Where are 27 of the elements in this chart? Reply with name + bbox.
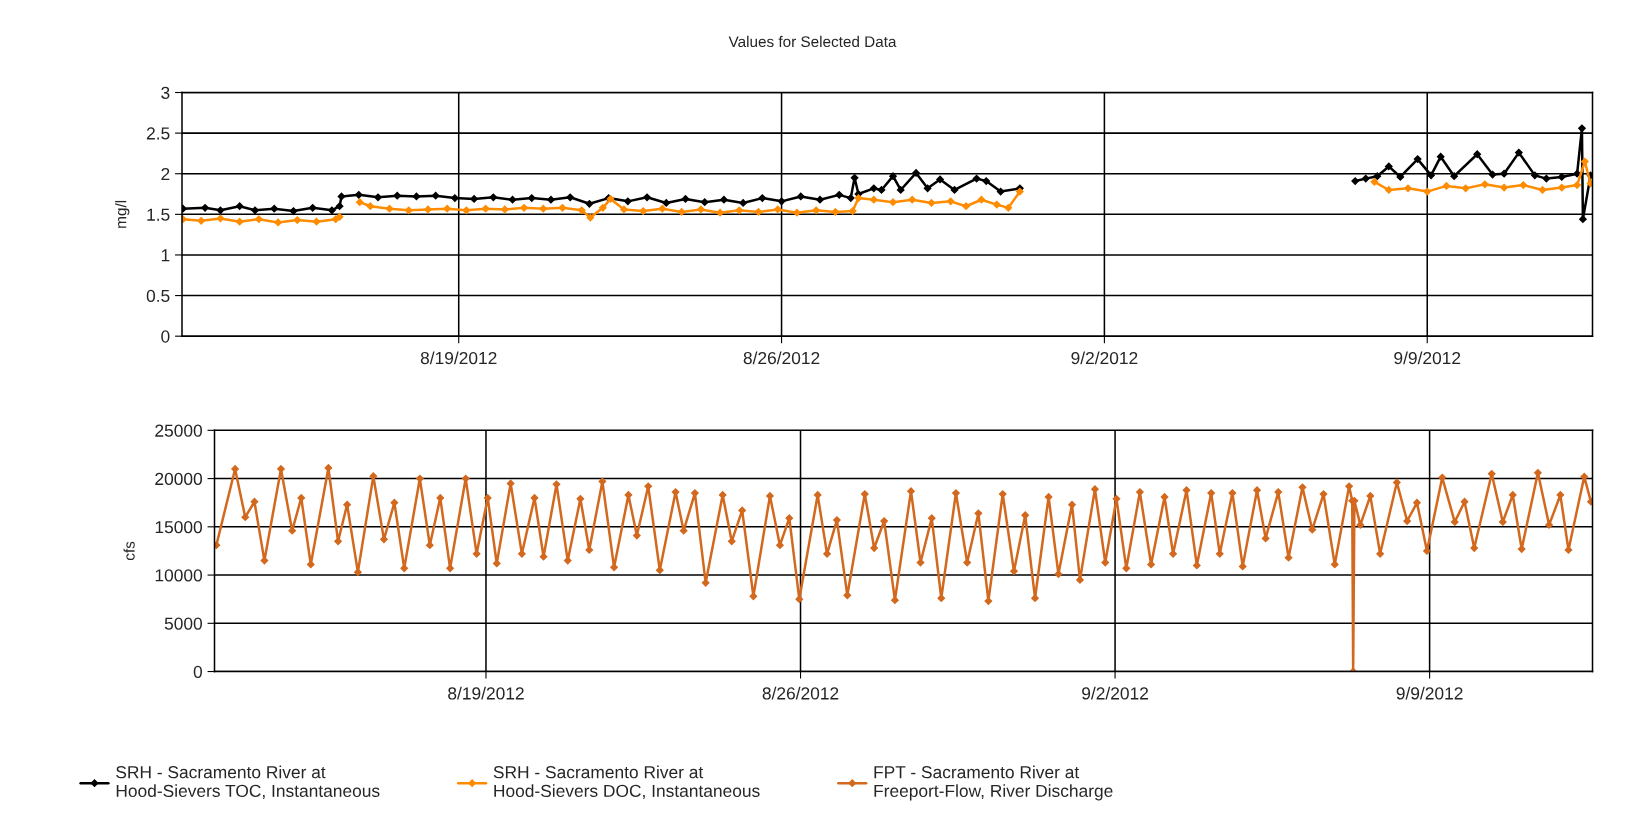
y-tick-label: 3 — [161, 86, 170, 99]
legend-label: SRH - Sacramento River at Hood-Sievers TOC, Instantaneous — [116, 765, 380, 800]
y-tick-label: 1 — [161, 249, 170, 262]
y-tick-label: 5000 — [164, 617, 203, 630]
y-axis-title: mg/l — [115, 200, 130, 228]
y-tick-label: 1.5 — [147, 208, 170, 221]
x-tick-label: 9/2/2012 — [1071, 351, 1138, 365]
legend-label: FPT - Sacramento River at Freeport-Flow, River Discharge — [874, 765, 1113, 801]
x-tick-label: 9/2/2012 — [1082, 686, 1148, 700]
y-tick-label: 2 — [161, 167, 170, 181]
chart-title: Values for Selected Data — [728, 35, 897, 48]
y-tick-label: 15000 — [155, 520, 203, 534]
y-tick-label: 20000 — [155, 472, 203, 486]
x-tick-label: 9/9/2012 — [1396, 686, 1463, 700]
legend-label: SRH - Sacramento River at Hood-Sievers DOC, Instantaneous — [493, 765, 760, 800]
y-axis-title: cfs — [123, 541, 135, 561]
x-tick-label: 9/9/2012 — [1394, 351, 1461, 365]
x-tick-label: 8/19/2012 — [420, 351, 497, 365]
y-tick-label: 0 — [193, 665, 203, 678]
y-tick-label: 0 — [161, 330, 170, 343]
x-tick-label: 8/26/2012 — [743, 351, 820, 365]
x-tick-label: 8/19/2012 — [448, 686, 524, 700]
y-tick-label: 25000 — [155, 424, 203, 437]
y-tick-label: 10000 — [155, 569, 203, 582]
y-tick-label: 2.5 — [146, 127, 170, 140]
y-tick-label: 0.5 — [146, 289, 170, 303]
x-tick-label: 8/26/2012 — [762, 686, 839, 700]
